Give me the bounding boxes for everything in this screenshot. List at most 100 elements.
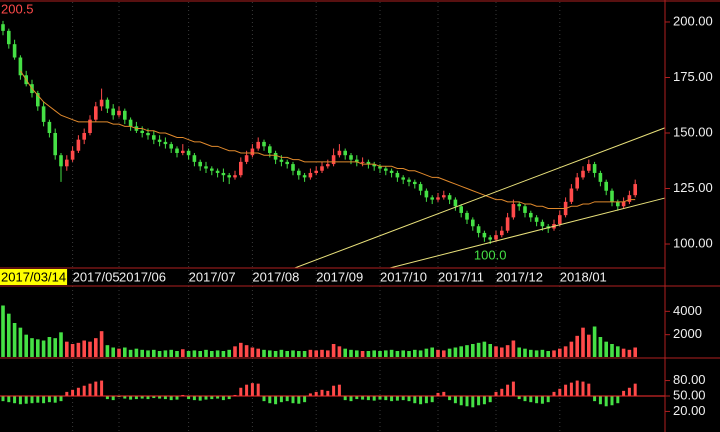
volume-bar [442, 350, 446, 357]
oscillator-bar [82, 385, 86, 396]
x-tick-label: 2017/06 [119, 269, 166, 284]
volume-bar [146, 350, 150, 357]
oscillator-bar [604, 396, 608, 407]
price-panel [1, 20, 665, 268]
oscillator-bar [494, 391, 498, 396]
y-tick-label: 2000 [673, 326, 702, 341]
candle-body [442, 195, 446, 198]
candle-body [291, 164, 295, 171]
x-tick-label: 2017/03/14 [1, 269, 66, 284]
volume-bar [99, 331, 104, 357]
candle-body [111, 108, 115, 116]
oscillator-bar [471, 396, 475, 408]
oscillator-bar [117, 396, 121, 398]
volume-bar [291, 350, 295, 357]
candle-body [453, 199, 458, 207]
candle-body [378, 166, 382, 169]
volume-bar [430, 347, 434, 357]
high-label: 200.5 [1, 1, 34, 16]
candle-body [384, 168, 388, 171]
candle-body [59, 155, 63, 167]
candle-body [529, 212, 533, 218]
volume-bar [157, 351, 162, 357]
candle-body [279, 159, 284, 162]
oscillator-bar [163, 396, 167, 400]
oscillator-bar [384, 396, 388, 401]
volume-bar [558, 348, 562, 357]
oscillator-bar [245, 384, 249, 396]
y-tick-label: 175.00 [673, 69, 713, 84]
candle-body [534, 217, 539, 222]
oscillator-bar [424, 396, 428, 404]
volume-bar [569, 341, 574, 357]
volume-bar [233, 346, 237, 357]
x-tick-label: 2017/10 [380, 269, 427, 284]
volume-bar [12, 323, 17, 357]
volume-bar [88, 341, 92, 357]
candle-body [430, 197, 434, 200]
oscillator-bar [581, 381, 585, 396]
candle-body [320, 166, 324, 171]
oscillator-bar [523, 396, 527, 402]
volume-bar [459, 346, 463, 357]
volume-bar [273, 351, 278, 357]
candle-body [297, 170, 301, 176]
volume-bar [163, 350, 168, 357]
volume-bar [488, 344, 492, 357]
candle-body [302, 175, 307, 178]
volume-bar [320, 349, 324, 357]
candle-body [250, 148, 255, 156]
candle-body [18, 57, 23, 76]
candle-body [413, 181, 417, 185]
candle-body [401, 177, 405, 180]
volume-bar [627, 349, 632, 357]
candle-body [621, 201, 626, 207]
oscillator-bar [529, 396, 533, 403]
volume-bar [152, 349, 156, 357]
volume-bar [169, 349, 173, 357]
oscillator-panel [0, 380, 665, 408]
candle-body [326, 164, 330, 167]
oscillator-bar [627, 387, 631, 396]
candle-body [575, 177, 579, 189]
volume-bar [505, 345, 510, 357]
moving-average [19, 70, 636, 209]
candle-body [558, 215, 562, 225]
oscillator-bar [355, 396, 359, 400]
oscillator-bar [13, 396, 17, 404]
oscillator-bar [320, 389, 324, 396]
oscillator-bar [442, 391, 446, 396]
volume-bar [250, 347, 255, 357]
candle-body [169, 144, 173, 149]
oscillator-bar [616, 396, 620, 404]
volume-bar [546, 351, 550, 357]
volume-bar [540, 349, 545, 357]
candle-body [331, 155, 336, 165]
candle-body [598, 172, 603, 182]
volume-bar [24, 334, 28, 357]
volume-bar [360, 351, 365, 357]
candle-body [569, 188, 574, 202]
oscillator-bar [76, 387, 80, 396]
volume-bar [389, 349, 394, 357]
oscillator-bar [65, 391, 69, 396]
candle-body [181, 150, 185, 153]
candle-body [215, 170, 220, 173]
oscillator-bar [511, 381, 515, 396]
candle-body [627, 195, 632, 202]
volume-bar [418, 350, 423, 357]
x-tick-label: 2017/12 [496, 269, 543, 284]
oscillator-bar [169, 396, 173, 401]
oscillator-bar [465, 396, 469, 407]
trend-line [294, 127, 665, 268]
candle-body [308, 172, 313, 178]
oscillator-bar [1, 396, 5, 402]
oscillator-bar [94, 381, 98, 396]
candle-body [70, 150, 75, 160]
volume-bar [76, 342, 81, 357]
oscillator-bar [395, 396, 399, 401]
candle-body [105, 99, 110, 109]
oscillator-bar [477, 396, 481, 406]
volume-bar [517, 347, 521, 357]
